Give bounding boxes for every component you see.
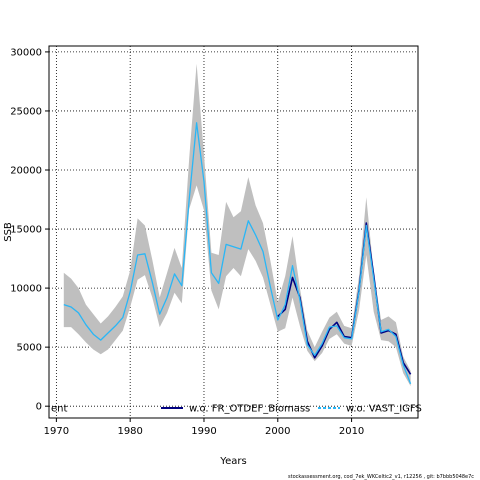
y-tick-label: 25000	[10, 106, 42, 117]
footer-note: stockassessment.org, cod_7ek_WKCeltic2_v…	[288, 474, 475, 480]
y-tick-label: 5000	[17, 343, 42, 354]
legend-label: w.o. FR_OTDEF_Biomass	[189, 404, 310, 415]
x-axis-title: Years	[219, 456, 246, 467]
y-axis: 0 5000 10000 15000 20000 25000 30000	[10, 47, 49, 413]
y-tick-label: 0	[36, 402, 42, 413]
y-tick-label: 15000	[10, 225, 42, 236]
series-line-vast-igfs	[63, 122, 412, 385]
legend-label: ent	[51, 404, 67, 415]
confidence-band	[63, 63, 411, 387]
x-tick-label: 1970	[44, 426, 69, 437]
plot-frame	[48, 45, 419, 419]
x-tick-label: 2000	[265, 426, 290, 437]
grid-lines	[49, 46, 418, 418]
y-tick-label: 30000	[10, 47, 42, 58]
y-tick-label: 20000	[10, 166, 42, 177]
y-axis-title: SSB	[3, 222, 14, 242]
x-axis: 1970 1980 1990 2000 2010	[44, 418, 364, 437]
x-tick-label: 1980	[117, 426, 142, 437]
x-tick-label: 2010	[339, 426, 364, 437]
legend: ent w.o. FR_OTDEF_Biomass w.o. VAST_IGFS	[51, 404, 422, 415]
y-tick-label: 10000	[10, 284, 42, 295]
series-lines	[63, 122, 412, 385]
x-tick-label: 1990	[191, 426, 216, 437]
legend-label: w.o. VAST_IGFS	[346, 404, 422, 415]
